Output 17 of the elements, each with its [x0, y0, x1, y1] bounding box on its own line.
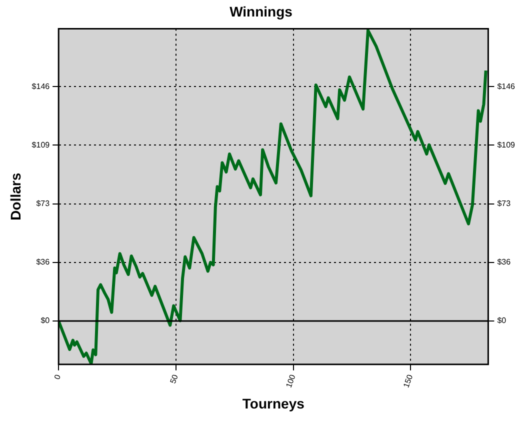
y-tick-label: $146 — [32, 82, 50, 91]
x-tick-label: 100 — [284, 372, 298, 389]
y2-tick-label: $146 — [497, 82, 516, 91]
y-tick-label: $109 — [32, 140, 50, 150]
x-tick-label: 0 — [52, 372, 63, 381]
x-tick-label: 50 — [168, 372, 180, 385]
y-tick-label: $36 — [36, 258, 50, 267]
y2-tick-label: $73 — [497, 199, 512, 208]
y2-tick-label: $36 — [497, 258, 512, 267]
y-axis-title: Dollars — [7, 172, 24, 220]
chart-title: Winnings — [230, 3, 293, 20]
x-tick-label: 150 — [402, 372, 415, 389]
y2-tick-label: $0 — [497, 316, 507, 326]
y-tick-label: $0 — [40, 316, 50, 326]
y-tick-label: $73 — [36, 199, 50, 208]
y2-tick-label: $109 — [497, 140, 516, 150]
x-axis-title: Tourneys — [242, 395, 305, 412]
